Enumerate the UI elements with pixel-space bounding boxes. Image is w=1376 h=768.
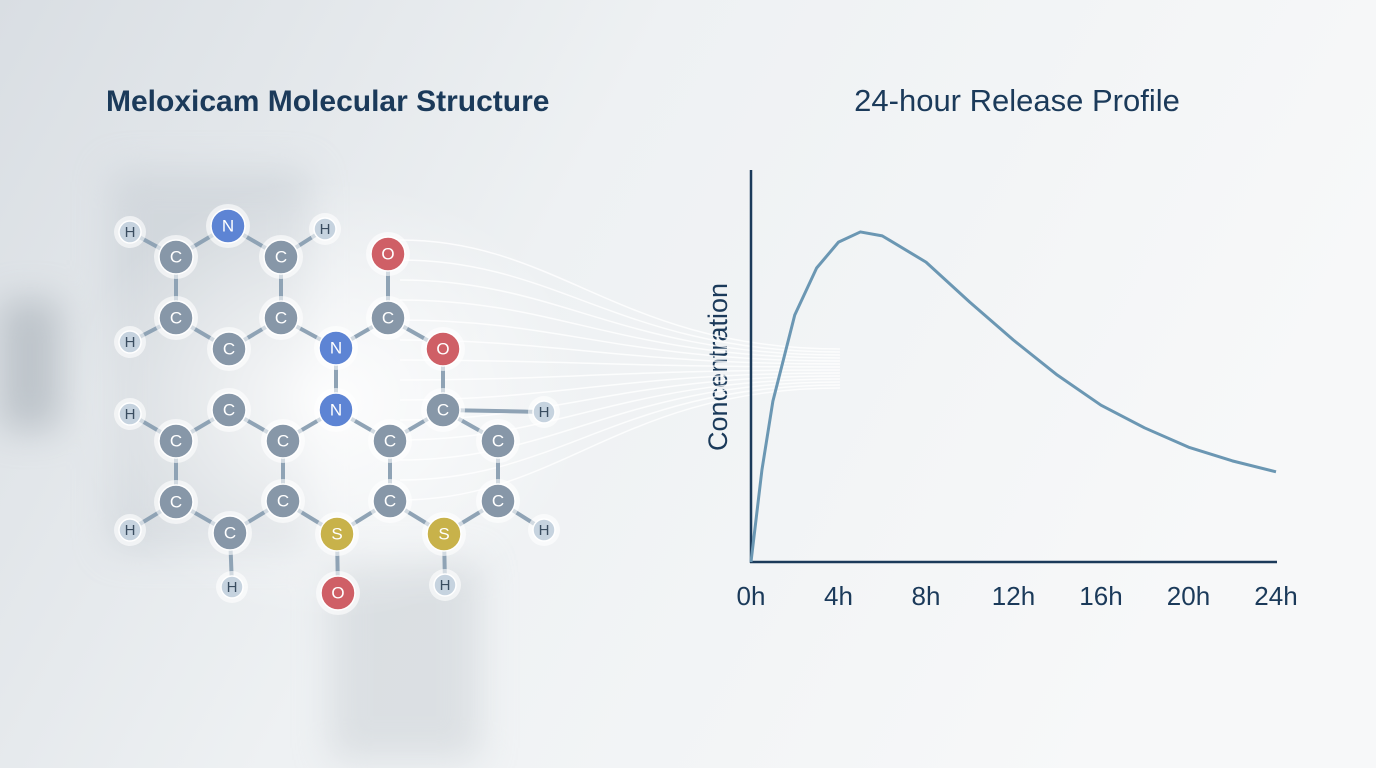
atom	[211, 392, 247, 428]
x-tick-label: 12h	[992, 581, 1035, 611]
atom	[265, 423, 301, 459]
x-tick-label: 0h	[737, 581, 766, 611]
y-axis-label: Concentration	[703, 283, 733, 451]
atom-label: S	[438, 524, 449, 543]
atom-label: H	[539, 404, 550, 421]
molecule-title: Meloxicam Molecular Structure	[106, 85, 549, 118]
atom	[158, 484, 194, 520]
atom	[425, 331, 461, 367]
flow-line	[399, 299, 841, 359]
flow-line	[399, 378, 841, 441]
atom-label: S	[331, 524, 342, 543]
atom-label: N	[222, 216, 234, 235]
atom	[480, 423, 516, 459]
atom	[532, 518, 556, 542]
atom	[370, 300, 406, 336]
atom-label: O	[436, 339, 449, 358]
atom	[319, 516, 355, 552]
flow-line	[399, 279, 841, 356]
atom	[118, 330, 142, 354]
flow-line	[399, 387, 841, 501]
atom-label: C	[382, 308, 394, 327]
atom	[313, 217, 337, 241]
x-tick-label: 4h	[824, 581, 853, 611]
atom-label: H	[227, 579, 238, 596]
flow-line	[399, 319, 841, 362]
atom-label: C	[170, 308, 182, 327]
atom-label: C	[384, 431, 396, 450]
atom-label: C	[170, 247, 182, 266]
flow-line	[399, 384, 841, 481]
chart: 0h 4h 8h 12h 16h 20h 24h	[737, 170, 1298, 611]
atom-label: H	[125, 406, 136, 423]
atom	[210, 208, 246, 244]
atom-label: C	[492, 431, 504, 450]
atom-label: C	[492, 491, 504, 510]
atom-label: C	[437, 400, 449, 419]
atom	[433, 573, 457, 597]
atom	[220, 575, 244, 599]
atom-label: C	[170, 431, 182, 450]
atoms: H N H C C O C C C H C N O H C N C H C C C C C C C C H C S S H H O H	[114, 204, 560, 615]
flow-line	[399, 381, 841, 461]
chart-title: 24-hour Release Profile	[854, 83, 1180, 118]
atom-label: C	[275, 247, 287, 266]
atom	[118, 402, 142, 426]
atom-label: C	[224, 523, 236, 542]
atom-label: H	[440, 577, 451, 594]
x-tick-label: 20h	[1167, 581, 1210, 611]
atom	[118, 220, 142, 244]
atom	[158, 423, 194, 459]
atom-label: C	[223, 400, 235, 419]
x-tick-label: 16h	[1079, 581, 1122, 611]
atom	[372, 423, 408, 459]
flow-line	[399, 259, 841, 353]
atom-label: C	[170, 492, 182, 511]
atom-label: C	[384, 491, 396, 510]
atom	[320, 575, 356, 611]
atom	[532, 400, 556, 424]
x-tick-label: 24h	[1254, 581, 1297, 611]
atom	[263, 300, 299, 336]
atom-label: C	[223, 339, 235, 358]
atom	[158, 239, 194, 275]
atom-label: O	[381, 244, 394, 263]
atom-label: C	[277, 491, 289, 510]
atom-label: H	[539, 522, 550, 539]
atom	[425, 392, 461, 428]
atom	[370, 236, 406, 272]
atom	[211, 331, 247, 367]
atom-label: N	[330, 338, 342, 357]
x-tick-label: 8h	[912, 581, 941, 611]
atom-label: N	[330, 400, 342, 419]
atom	[263, 239, 299, 275]
atom	[372, 483, 408, 519]
atom	[318, 330, 354, 366]
atom-label: H	[125, 522, 136, 539]
atom-label: H	[320, 221, 331, 238]
atom-label: C	[275, 308, 287, 327]
atom-label: H	[125, 224, 136, 241]
atom	[118, 518, 142, 542]
atom	[318, 392, 354, 428]
atom	[265, 483, 301, 519]
flow-line	[399, 369, 841, 381]
atom	[426, 516, 462, 552]
atom-label: H	[125, 334, 136, 351]
atom	[480, 483, 516, 519]
atom-label: O	[331, 583, 344, 602]
atom-label: C	[277, 431, 289, 450]
atom	[158, 300, 194, 336]
flow-line	[399, 239, 841, 350]
atom	[212, 515, 248, 551]
release-curve	[749, 230, 1277, 563]
